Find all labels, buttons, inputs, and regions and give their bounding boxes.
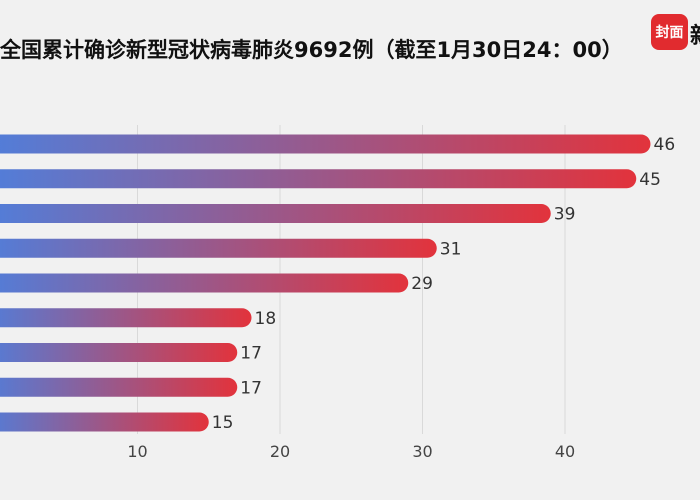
x-tick-label: 30 (412, 442, 432, 461)
chart-title: 全国累计确诊新型冠状病毒肺炎9692例（截至1月30日24：00） (0, 38, 623, 62)
bar-value-label: 31 (440, 239, 462, 259)
bar (0, 273, 409, 293)
publisher-logo: 封面 新 (651, 14, 700, 50)
bar-value-label: 45 (639, 170, 661, 190)
bar (0, 238, 437, 258)
bar (0, 308, 252, 328)
bar (0, 412, 209, 432)
bar (0, 169, 637, 189)
x-tick-label: 20 (270, 442, 290, 461)
bar-value-label: 18 (255, 309, 277, 329)
bar-value-label: 15 (212, 413, 234, 433)
value-labels: 46 45 39 31 29 18 17 17 15 (212, 135, 675, 433)
bar-value-label: 39 (554, 205, 576, 225)
bar-value-label: 46 (654, 135, 676, 155)
logo-text: 新 (690, 18, 700, 50)
x-tick-label: 10 (127, 442, 147, 461)
x-axis-ticks: 102030405 (127, 442, 575, 461)
bar (0, 204, 551, 223)
bar-value-label: 17 (240, 378, 262, 398)
bar (0, 377, 238, 397)
bar-value-label: 17 (240, 344, 262, 364)
bars (0, 134, 651, 432)
bar (0, 134, 651, 154)
bar-value-label: 29 (411, 274, 433, 294)
bar (0, 343, 238, 362)
logo-badge: 封面 (651, 14, 688, 50)
x-tick-label: 40 (555, 442, 575, 461)
